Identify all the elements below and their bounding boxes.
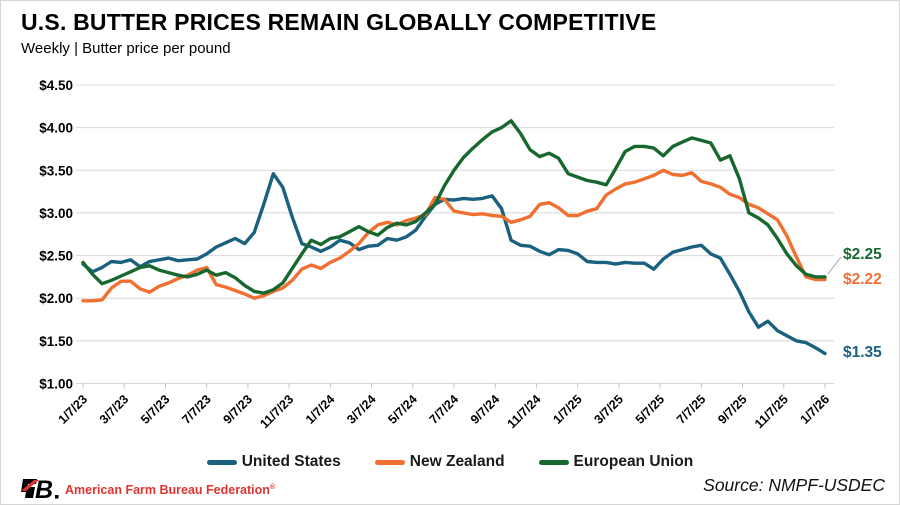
svg-text:$4.50: $4.50 <box>39 78 73 93</box>
svg-text:3/7/25: 3/7/25 <box>592 392 627 427</box>
svg-text:B: B <box>35 476 53 502</box>
page-title: U.S. BUTTER PRICES REMAIN GLOBALLY COMPE… <box>21 9 657 35</box>
svg-text:$1.00: $1.00 <box>39 377 73 392</box>
legend-label-new-zealand: New Zealand <box>409 453 505 470</box>
series-line-us <box>81 171 827 356</box>
svg-text:11/7/23: 11/7/23 <box>257 392 296 431</box>
series-line-eu <box>81 119 827 295</box>
nz-line-swatch <box>374 459 405 465</box>
nz-end-value-label: $2.22 <box>843 271 882 288</box>
svg-text:7/7/24: 7/7/24 <box>427 392 462 427</box>
legend-label-european-union: European Union <box>573 453 694 470</box>
afbf-brand-text: American Farm Bureau Federation® <box>65 483 275 497</box>
page-subtitle: Weekly | Butter price per pound <box>21 40 231 57</box>
svg-text:1/7/26: 1/7/26 <box>798 392 833 427</box>
svg-text:1/7/24: 1/7/24 <box>303 392 338 427</box>
svg-text:9/7/25: 9/7/25 <box>715 392 750 427</box>
fb-monogram: B <box>21 476 59 502</box>
legend-item-united-states: United States <box>206 453 341 471</box>
svg-text:$2.50: $2.50 <box>39 249 73 264</box>
svg-text:$2.00: $2.00 <box>39 291 73 306</box>
us-line-swatch <box>206 459 237 465</box>
x-axis-ticks <box>82 383 826 389</box>
x-axis-labels: 1/7/23 3/7/23 5/7/23 7/7/23 9/7/23 11/7/23 1/7… <box>56 392 833 431</box>
svg-text:5/7/25: 5/7/25 <box>633 392 668 427</box>
series-line-nz <box>81 168 827 303</box>
svg-text:$3.50: $3.50 <box>39 163 73 178</box>
svg-text:3/7/23: 3/7/23 <box>97 392 132 427</box>
svg-text:9/7/23: 9/7/23 <box>221 392 256 427</box>
svg-text:$3.00: $3.00 <box>39 206 73 221</box>
y-axis-labels: $4.50 $4.00 $3.50 $3.00 $2.50 $2.00 $1.50 $1.00 <box>39 78 73 392</box>
svg-text:$4.00: $4.00 <box>39 121 73 136</box>
svg-text:3/7/24: 3/7/24 <box>344 392 379 427</box>
svg-text:5/7/23: 5/7/23 <box>138 392 173 427</box>
gridlines <box>76 84 834 384</box>
eu-label-leader-line <box>827 256 842 275</box>
legend-label-united-states: United States <box>241 453 341 470</box>
chart-legend: United States New Zealand European Union <box>1 453 899 471</box>
svg-text:1/7/23: 1/7/23 <box>56 392 91 427</box>
svg-text:5/7/24: 5/7/24 <box>385 392 420 427</box>
eu-line-swatch <box>538 459 569 465</box>
registered-mark: ® <box>269 483 276 491</box>
us-end-value-label: $1.35 <box>843 344 882 361</box>
svg-text:11/7/25: 11/7/25 <box>752 392 791 431</box>
legend-item-new-zealand: New Zealand <box>374 453 505 471</box>
source-attribution: Source: NMPF-USDEC <box>703 475 885 495</box>
brand-name: American Farm Bureau Federation <box>65 483 270 497</box>
svg-text:1/7/25: 1/7/25 <box>550 392 585 427</box>
svg-text:7/7/23: 7/7/23 <box>179 392 214 427</box>
svg-text:9/7/24: 9/7/24 <box>468 392 503 427</box>
legend-item-european-union: European Union <box>538 453 694 471</box>
eu-end-value-label: $2.25 <box>843 246 882 263</box>
svg-text:$1.50: $1.50 <box>39 334 73 349</box>
svg-text:7/7/25: 7/7/25 <box>674 392 709 427</box>
svg-text:11/7/24: 11/7/24 <box>505 392 544 431</box>
afbf-logo-icon: B <box>21 476 59 502</box>
